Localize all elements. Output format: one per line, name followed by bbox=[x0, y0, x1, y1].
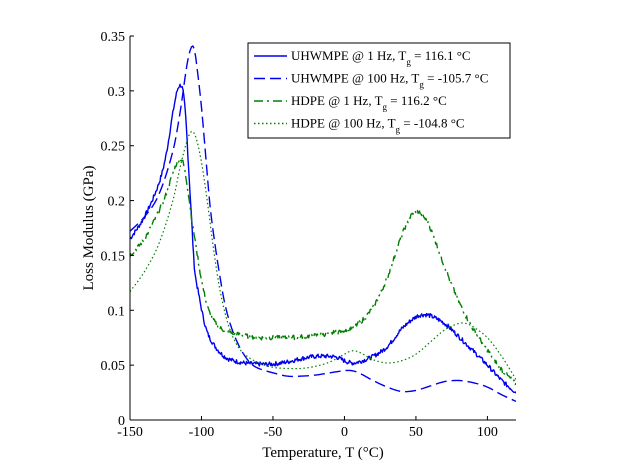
legend-label-3: HDPE @ 1 Hz, Tg = 116.2 °C bbox=[291, 93, 447, 112]
x-tick-label: 50 bbox=[409, 425, 423, 440]
x-tick-label: 0 bbox=[341, 425, 348, 440]
series-line-1 bbox=[130, 83, 516, 394]
x-axis-label: Temperature, T (°C) bbox=[262, 445, 383, 461]
y-tick-label: 0 bbox=[118, 414, 125, 429]
series-line-2 bbox=[130, 45, 516, 402]
series-layer bbox=[130, 45, 516, 402]
y-tick-label: 0.3 bbox=[108, 85, 126, 100]
x-tick-label: -50 bbox=[264, 425, 283, 440]
legend-box bbox=[247, 42, 511, 139]
y-axis-label: Loss Modulus (GPa) bbox=[81, 165, 97, 290]
y-tick-label: 0.1 bbox=[108, 304, 126, 319]
y-tick-label: 0.25 bbox=[101, 140, 126, 155]
y-tick-label: 0.05 bbox=[101, 359, 126, 374]
legend-label-4: HDPE @ 100 Hz, Tg = -104.8 °C bbox=[291, 116, 465, 135]
x-tick-label: -150 bbox=[117, 425, 143, 440]
y-tick-label: 0.2 bbox=[108, 195, 126, 210]
series-line-4 bbox=[130, 130, 516, 380]
axes-layer: -150 -100 -50 0 50 100 0 0.05 0.1 0.15 0.2 0.25 0.3 0… bbox=[81, 30, 516, 461]
y-tick-label: 0.35 bbox=[101, 30, 126, 45]
y-tick-label: 0.15 bbox=[101, 249, 126, 264]
legend: UHWMPE @ 1 Hz, Tg = 116.1 °C UHWMPE @ 100… bbox=[247, 42, 511, 139]
x-tick-label: 100 bbox=[477, 425, 498, 440]
legend-label-1: UHWMPE @ 1 Hz, Tg = 116.1 °C bbox=[291, 48, 471, 67]
x-tick-label: -100 bbox=[189, 425, 215, 440]
legend-label-2: UHWMPE @ 100 Hz, Tg = -105.7 °C bbox=[291, 71, 488, 90]
series-line-3 bbox=[130, 157, 516, 386]
